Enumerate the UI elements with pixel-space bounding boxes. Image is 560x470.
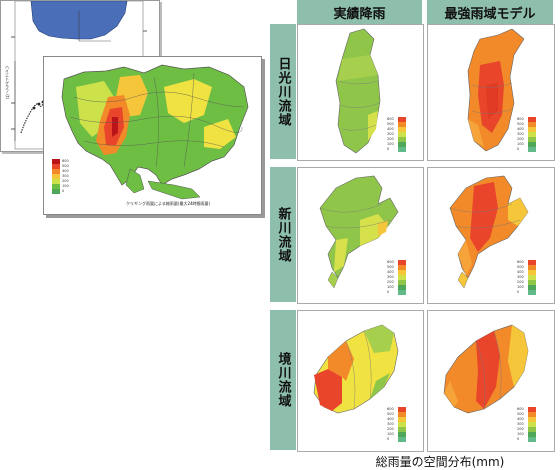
- inset-legend-label: 600: [62, 159, 69, 163]
- panel-legend-label: 300: [517, 132, 524, 136]
- panel-legend-label: 100: [517, 142, 524, 146]
- panel-legend-label: 200: [517, 137, 524, 141]
- panel-legend-label: 500: [387, 265, 394, 269]
- panel-legend-label: 600: [517, 260, 524, 264]
- panel-legend-label: 200: [387, 137, 394, 141]
- panel-legend-label: 0: [387, 437, 390, 441]
- map-panel-shinkawa-model: 600 500 400 300 200 100 0: [427, 167, 555, 304]
- panel-legend-label: 300: [517, 422, 524, 426]
- panel-legend-label: 100: [517, 285, 524, 289]
- panel-legend-label: 600: [387, 407, 394, 411]
- panel-legend-label: 400: [387, 127, 394, 131]
- panel-legend-label: 300: [387, 132, 394, 136]
- column-header-observed: 実績降雨: [297, 0, 422, 24]
- map-panel-sakai-model: 600 500 400 300 200 100 0: [427, 310, 555, 452]
- panel-legend-label: 200: [387, 427, 394, 431]
- panel-legend-label: 0: [517, 290, 520, 294]
- map-panel-nikko-model: 600 500 400 300 200 100 0: [427, 24, 555, 161]
- panel-legend-label: 600: [387, 260, 394, 264]
- inset-legend-label: 0: [62, 189, 65, 193]
- panel-legend-label: 500: [517, 412, 524, 416]
- panel-legend-label: 0: [387, 147, 390, 151]
- panel-legend-label: 400: [517, 127, 524, 131]
- inset-legend-label: 200: [62, 179, 69, 183]
- basin-map: [319, 175, 399, 289]
- y-axis-label: ハイエトグラフ (t): [5, 65, 10, 99]
- map-panel-sakai-observed: 600 500 400 300 200 100 0: [297, 310, 424, 452]
- basin-map: [443, 324, 529, 414]
- panel-legend-label: 400: [387, 417, 394, 421]
- panel-legend-label: 200: [517, 280, 524, 284]
- panel-legend-label: 100: [387, 142, 394, 146]
- panel-legend-label: 500: [387, 122, 394, 126]
- panel-legend-label: 300: [387, 422, 394, 426]
- panel-legend-label: 500: [387, 412, 394, 416]
- figure-caption: 総雨量の空間分布(mm): [375, 455, 505, 469]
- map-panel-nikko-observed: 600 500 400 300 200 100 0: [297, 24, 424, 161]
- panel-legend-label: 0: [517, 437, 520, 441]
- panel-legend-label: 400: [517, 417, 524, 421]
- kriging-map-card: 600 500 400 300 200 100 0 クリギング雨量による総雨量(…: [43, 56, 262, 215]
- panel-legend-label: 200: [517, 427, 524, 431]
- inset-legend-label: 400: [62, 169, 69, 173]
- panel-legend-label: 0: [387, 290, 390, 294]
- map-panel-shinkawa-observed: 600 500 400 300 200 100 0: [297, 167, 424, 304]
- basin-map: [449, 175, 529, 289]
- panel-legend-label: 600: [517, 117, 524, 121]
- inset-legend-label: 300: [62, 174, 69, 178]
- panel-legend-label: 400: [387, 270, 394, 274]
- panel-legend-label: 100: [517, 432, 524, 436]
- panel-legend-label: 500: [517, 122, 524, 126]
- panel-legend-label: 600: [517, 407, 524, 411]
- inset-legend-label: 100: [62, 184, 69, 188]
- panel-legend-label: 600: [387, 117, 394, 121]
- column-header-strongest-model: 最強雨域モデル: [427, 0, 553, 24]
- panel-legend-label: 100: [387, 432, 394, 436]
- panel-legend-label: 200: [387, 280, 394, 284]
- row-header-nikko: 日光川流域: [270, 24, 296, 159]
- inset-note: クリギング雨量による総雨量(最大24時間雨量): [126, 201, 211, 206]
- panel-legend-label: 300: [387, 275, 394, 279]
- basin-map: [313, 324, 399, 414]
- panel-legend-label: 400: [517, 270, 524, 274]
- basin-map: [335, 28, 381, 154]
- panel-legend-label: 300: [517, 275, 524, 279]
- inset-legend-label: 500: [62, 164, 69, 168]
- panel-legend-label: 500: [517, 265, 524, 269]
- row-header-shinkawa: 新川流域: [270, 167, 296, 302]
- aichi-rain-map: [61, 64, 249, 200]
- panel-legend-label: 100: [387, 285, 394, 289]
- panel-legend-label: 0: [517, 147, 520, 151]
- row-header-sakai: 境川流域: [270, 310, 296, 450]
- inset-legend: 600 500 400 300 200 100 0: [52, 159, 82, 199]
- basin-map: [467, 28, 525, 152]
